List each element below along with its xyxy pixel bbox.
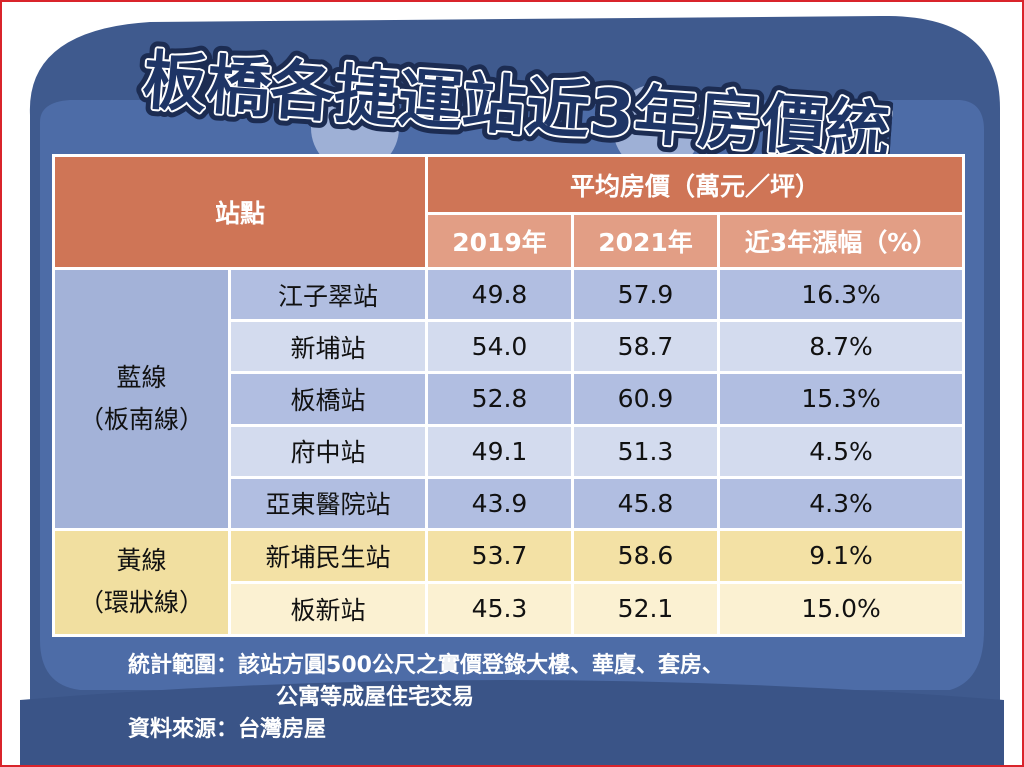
value-change: 9.1% xyxy=(717,527,966,584)
station-cell: 板橋站 xyxy=(227,371,429,427)
footnotes: 統計範圍： 該站方圓500公尺之實價登錄大樓、華廈、套房、 公寓等成屋住宅交易 … xyxy=(128,650,948,746)
table-row: 府中站 49.1 51.3 4.5% xyxy=(54,423,966,479)
value-change: 4.3% xyxy=(717,475,966,531)
header-2021: 2021年 xyxy=(571,212,721,271)
value-2021: 52.1 xyxy=(571,580,721,638)
station-cell: 新埔站 xyxy=(227,319,429,375)
value-2021: 45.8 xyxy=(571,475,721,531)
header-station: 站點 xyxy=(51,153,429,271)
line-yellow-label: 黃線 （環狀線） xyxy=(52,527,231,638)
value-change: 15.0% xyxy=(717,580,966,638)
value-2021: 58.6 xyxy=(571,527,721,584)
note-source-value: 台灣房屋 xyxy=(238,717,327,742)
line-name: 黃線 xyxy=(116,546,167,576)
deco-circle-left xyxy=(311,84,399,172)
value-2021: 51.3 xyxy=(571,423,721,479)
station-cell: 江子翠站 xyxy=(227,267,429,323)
table-row: 藍線 （板南線） 江子翠站 49.8 57.9 16.3% xyxy=(52,267,966,531)
value-2019: 45.3 xyxy=(425,580,575,638)
note-scope-line2: 公寓等成屋住宅交易 xyxy=(276,685,475,710)
table-row: 亞東醫院站 43.9 45.8 4.3% xyxy=(54,475,966,531)
note-source-label: 資料來源： xyxy=(128,717,239,742)
header-change: 近3年漲幅（%） xyxy=(717,212,966,271)
note-scope-line1: 該站方圓500公尺之實價登錄大樓、華廈、套房、 xyxy=(238,653,724,678)
bottom-band xyxy=(20,680,1004,767)
value-change: 4.5% xyxy=(717,423,966,479)
value-2021: 60.9 xyxy=(571,371,721,427)
table-row: 板橋站 52.8 60.9 15.3% xyxy=(54,371,966,427)
value-2019: 49.8 xyxy=(425,267,575,323)
value-2019: 52.8 xyxy=(425,371,575,427)
value-2021: 57.9 xyxy=(571,267,721,323)
line-sub: （環狀線） xyxy=(78,588,204,618)
value-2019: 54.0 xyxy=(425,319,575,375)
value-2021: 58.7 xyxy=(571,319,721,375)
line-sub: （板南線） xyxy=(78,404,204,434)
value-2019: 49.1 xyxy=(425,423,575,479)
note-scope-label: 統計範圍： xyxy=(128,653,239,678)
line-name: 藍線 xyxy=(116,362,167,392)
station-cell: 板新站 xyxy=(227,580,429,638)
table-row: 新埔站 54.0 58.7 8.7% xyxy=(54,319,966,375)
value-change: 8.7% xyxy=(717,319,966,375)
deco-circle-right xyxy=(613,84,701,172)
price-table: 站點 平均房價（萬元／坪） 2019年 2021年 近3年漲幅（%） 藍線 （板… xyxy=(51,153,966,638)
station-cell: 新埔民生站 xyxy=(227,527,429,584)
station-cell: 亞東醫院站 xyxy=(227,475,429,531)
line-blue-label: 藍線 （板南線） xyxy=(52,267,231,531)
value-2019: 43.9 xyxy=(425,475,575,531)
table-row: 黃線 （環狀線） 新埔民生站 53.7 58.6 9.1% xyxy=(52,527,966,638)
note-scope: 統計範圍： 該站方圓500公尺之實價登錄大樓、華廈、套房、 xyxy=(128,650,948,682)
table-row: 板新站 45.3 52.1 15.0% xyxy=(54,580,966,638)
note-source: 資料來源： 台灣房屋 xyxy=(128,714,948,746)
station-cell: 府中站 xyxy=(227,423,429,479)
value-2019: 53.7 xyxy=(425,527,575,584)
header-avg-price: 平均房價（萬元／坪） xyxy=(425,153,966,216)
value-change: 16.3% xyxy=(717,267,966,323)
value-change: 15.3% xyxy=(717,371,966,427)
header-2019: 2019年 xyxy=(425,212,575,271)
